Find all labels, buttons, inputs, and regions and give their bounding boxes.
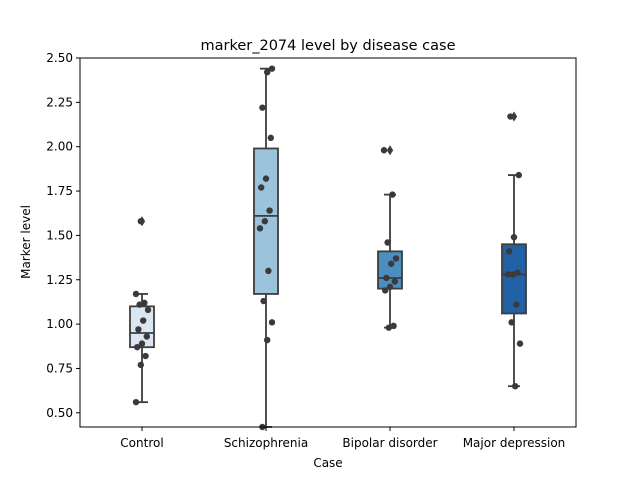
data-point (262, 175, 270, 182)
data-point (508, 319, 515, 326)
y-axis-label: Marker level (19, 205, 33, 279)
data-point (385, 324, 392, 331)
y-tick-label: 2.50 (46, 51, 73, 65)
data-point (506, 248, 513, 255)
x-tick-label: Major depression (463, 436, 566, 450)
y-tick-label: 2.00 (46, 140, 73, 154)
data-point (512, 382, 519, 390)
data-point (389, 191, 396, 198)
data-point (256, 225, 264, 232)
data-point (268, 65, 276, 72)
data-point (264, 336, 271, 344)
y-tick-label: 0.75 (46, 361, 73, 375)
plot-frame (79, 57, 577, 428)
data-point (510, 233, 518, 241)
data-point (514, 269, 521, 276)
x-axis-label: Case (313, 456, 342, 470)
data-point (136, 301, 143, 308)
data-point (390, 322, 397, 330)
data-point (515, 171, 522, 179)
data-point (384, 239, 391, 246)
data-point (142, 352, 149, 360)
box-group-1 (253, 67, 279, 428)
box-group-0 (129, 216, 155, 404)
data-point (380, 147, 388, 154)
y-tick-label: 1.00 (46, 317, 73, 331)
data-point (268, 319, 276, 326)
data-point (141, 299, 148, 307)
data-point (391, 278, 398, 285)
plot-area (129, 65, 527, 431)
data-point (516, 340, 524, 347)
data-point (264, 68, 271, 76)
y-tick-label: 1.50 (46, 228, 73, 242)
box (501, 243, 527, 315)
data-point (388, 260, 395, 267)
data-point (140, 317, 147, 324)
data-point (134, 343, 141, 351)
data-point (386, 283, 394, 291)
data-point (258, 184, 265, 191)
data-point (259, 104, 266, 111)
data-point (138, 340, 146, 347)
data-point (383, 274, 390, 282)
box-group-3 (501, 111, 527, 388)
data-point (266, 207, 273, 214)
strip-points-2 (380, 147, 400, 331)
data-point (509, 271, 516, 278)
y-tick-label: 1.25 (46, 273, 73, 287)
box (129, 305, 155, 349)
x-tick-label: Bipolar disorder (342, 436, 437, 450)
x-tick-label: Schizophrenia (224, 436, 308, 450)
data-point (132, 398, 140, 406)
outlier-marker (386, 145, 394, 156)
data-point (382, 287, 389, 294)
y-tick-label: 0.50 (46, 406, 73, 420)
data-point (261, 218, 268, 225)
data-point (144, 306, 152, 314)
chart-title: marker_2074 level by disease case (201, 38, 456, 54)
x-tick-label: Control (120, 436, 163, 450)
data-point (135, 326, 142, 333)
strip-points-0 (132, 218, 152, 406)
data-point (265, 267, 272, 275)
box-group-2 (377, 145, 403, 329)
x-axis: Control Schizophrenia Bipolar disorder Majo… (120, 427, 565, 450)
data-point (392, 255, 400, 262)
data-point (137, 218, 144, 225)
y-axis: 0.50 0.75 1.00 1.25 1.50 1.75 2.00 2.25 2.50 (46, 51, 80, 420)
data-point (132, 290, 140, 298)
data-point (143, 333, 150, 340)
outlier-marker (510, 111, 518, 122)
y-tick-label: 1.75 (46, 184, 73, 198)
data-point (507, 113, 514, 120)
data-point (513, 301, 520, 308)
data-point (137, 361, 144, 369)
data-point (267, 134, 274, 142)
y-tick-label: 2.25 (46, 95, 73, 109)
strip-points-3 (504, 113, 524, 390)
data-point (504, 271, 512, 278)
data-point (260, 297, 267, 305)
